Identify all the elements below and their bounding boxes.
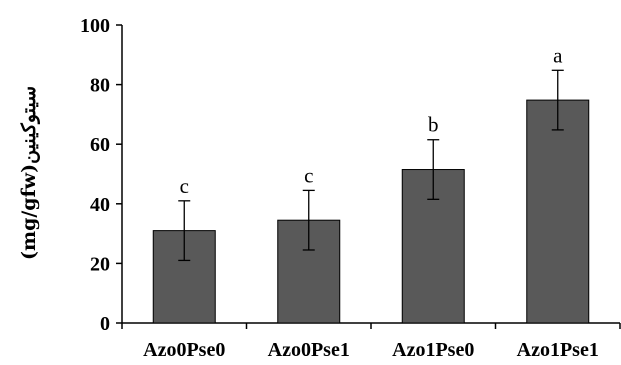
significance-letter: c [304, 163, 313, 187]
x-category-label: Azo0Pse1 [268, 339, 350, 361]
y-tick-label: 100 [80, 15, 110, 37]
y-tick-label: 80 [90, 75, 110, 97]
y-axis-label: سیتوکینین(mg/gfw) [18, 86, 40, 260]
y-tick-label: 0 [100, 313, 110, 335]
y-tick-label: 60 [90, 134, 110, 156]
x-category-label: Azo1Pse1 [517, 339, 599, 361]
x-category-label: Azo1Pse0 [392, 339, 474, 361]
y-tick-label: 20 [90, 253, 110, 275]
bar [526, 99, 590, 324]
significance-letter: b [428, 113, 439, 137]
significance-letter: a [553, 43, 563, 67]
bars: c c b a [152, 43, 590, 324]
y-tick-label: 40 [90, 194, 110, 216]
x-axis: Azo0Pse0 Azo0Pse1 Azo1Pse0 Azo1Pse1 [121, 322, 621, 361]
significance-letter: c [180, 174, 189, 198]
x-category-label: Azo0Pse0 [143, 339, 225, 361]
y-axis: 0 20 40 60 80 100 [80, 15, 123, 335]
